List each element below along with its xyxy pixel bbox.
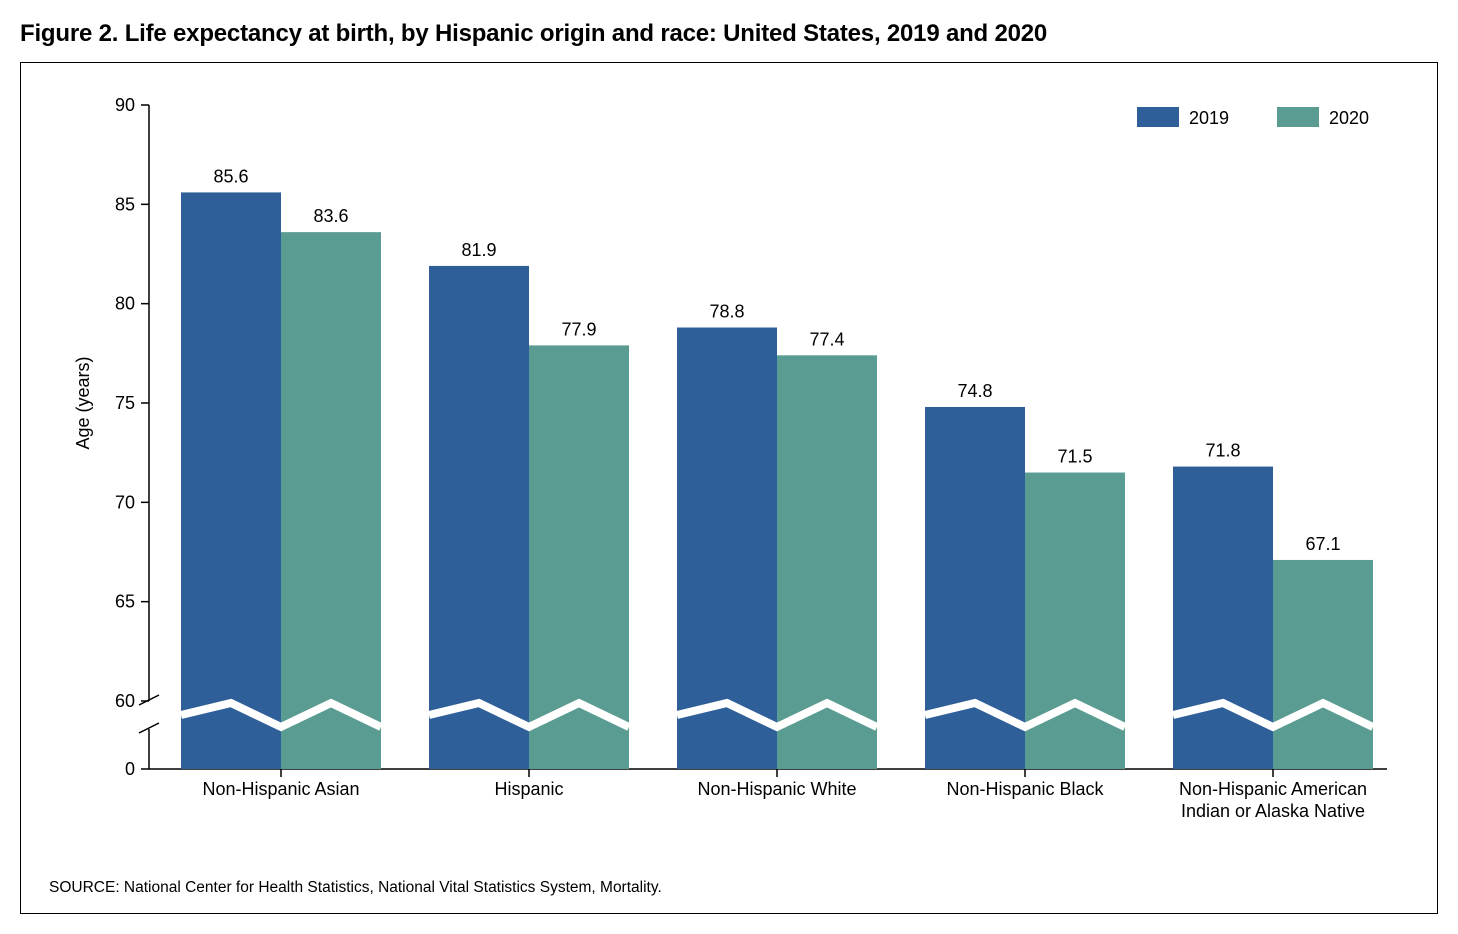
bar-value-label: 71.5 [1057,447,1092,467]
bar [429,266,529,769]
y-tick-label: 85 [115,194,135,214]
y-tick-label: 60 [115,691,135,711]
legend-label: 2020 [1329,108,1369,128]
y-tick-label: 0 [125,759,135,779]
legend-swatch [1137,107,1179,127]
bar-value-label: 78.8 [709,302,744,322]
source-note: SOURCE: National Center for Health Stati… [49,879,1409,897]
bar-value-label: 67.1 [1305,534,1340,554]
bar-value-label: 85.6 [213,166,248,186]
category-label: Non-Hispanic American [1179,779,1367,799]
bar-value-label: 83.6 [313,206,348,226]
legend: 2019 2020 [1137,107,1369,128]
y-tick-label: 65 [115,592,135,612]
category-label: Non-Hispanic White [697,779,856,799]
category-label: Non-Hispanic Asian [202,779,359,799]
figure-container: Figure 2. Life expectancy at birth, by H… [20,20,1438,914]
bar [1025,473,1125,769]
bar [281,232,381,769]
legend-label: 2019 [1189,108,1229,128]
bars: 85.6 83.6 81.9 77.9 78.8 77.4 74.8 71.5 71.8 67.1 [181,166,1373,769]
bar-value-label: 77.4 [809,329,844,349]
bar [1273,560,1373,769]
bar [181,192,281,769]
category-label: Non-Hispanic Black [946,779,1104,799]
category-label: Hispanic [494,779,563,799]
y-tick-label: 80 [115,294,135,314]
bar-value-label: 77.9 [561,319,596,339]
chart-box: 0 60 65 70 75 80 85 90 Non-Hispanic Asian Hispani… [20,62,1438,914]
figure-title: Figure 2. Life expectancy at birth, by H… [20,20,1438,48]
y-tick-label: 75 [115,393,135,413]
bar-value-label: 71.8 [1205,441,1240,461]
bar-value-label: 81.9 [461,240,496,260]
y-axis-title: Age (years) [73,356,93,449]
y-tick-label: 70 [115,492,135,512]
bar-chart: 0 60 65 70 75 80 85 90 Non-Hispanic Asian Hispani… [49,81,1409,861]
bar-value-label: 74.8 [957,381,992,401]
legend-swatch [1277,107,1319,127]
category-label: Indian or Alaska Native [1181,801,1365,821]
y-tick-label: 90 [115,95,135,115]
